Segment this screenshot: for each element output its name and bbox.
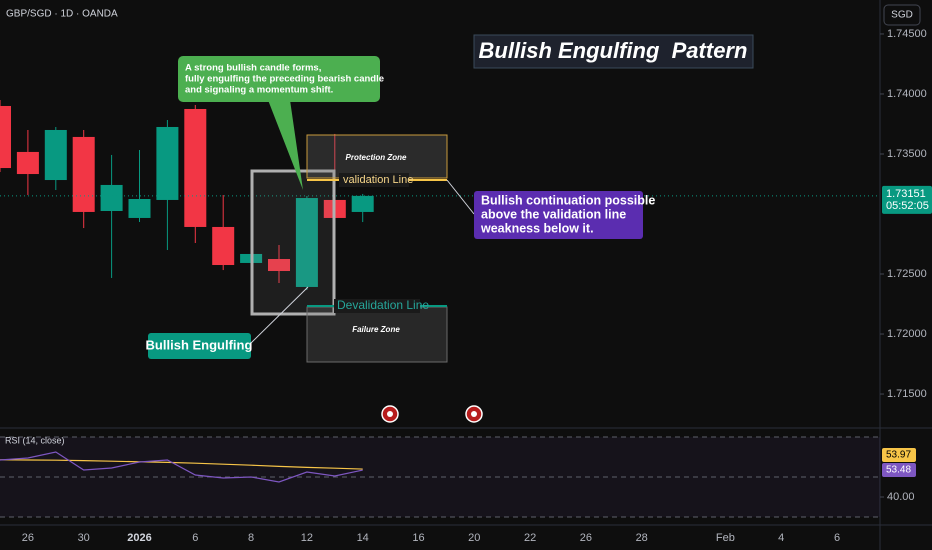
protection-zone-label: Protection Zone <box>346 153 407 162</box>
pattern-label: Bullish Engulfing <box>146 337 253 352</box>
x-tick-label: 4 <box>778 532 784 544</box>
note-connector <box>446 179 475 215</box>
x-tick-label: 14 <box>357 532 369 544</box>
plot: 1.74500 1.74000 1.73500 1.72500 1.72000 1.715… <box>0 28 932 544</box>
event-icon[interactable] <box>465 405 483 423</box>
validation-label-bg <box>339 173 409 187</box>
event-icon[interactable] <box>381 405 399 423</box>
candle-body <box>72 136 95 212</box>
y-tick-label: 1.73500 <box>887 148 927 160</box>
x-tick-label: 8 <box>248 532 254 544</box>
rsi-line <box>0 459 363 470</box>
callout-line: and signaling a momentum shift. <box>185 85 333 96</box>
candle-body <box>268 259 290 272</box>
x-tick-label: 20 <box>468 532 480 544</box>
currency-button[interactable] <box>883 4 921 26</box>
title: Bullish Engulfing Pattern <box>479 38 748 63</box>
x-tick-label: 12 <box>301 532 313 544</box>
rsi-title: RSI (14, close) <box>5 435 65 445</box>
candle-body <box>16 151 39 175</box>
label-connector <box>250 286 309 344</box>
last-price-label: 1.73151 <box>886 188 926 200</box>
note-line: above the validation line <box>481 207 626 221</box>
countdown-label: 05:52:05 <box>886 200 929 212</box>
callout-line: fully engulfing the preceding bearish ca… <box>185 74 384 85</box>
candle-body <box>156 126 179 200</box>
x-tick-label: 6 <box>192 532 198 544</box>
pattern-label-box <box>148 333 251 359</box>
callout-box <box>178 56 380 102</box>
y-tick-label: 1.74000 <box>887 88 927 100</box>
x-tick-label: 2026 <box>127 532 151 544</box>
candle-body <box>0 105 11 169</box>
y-tick-label: 1.74500 <box>887 28 927 40</box>
note-box <box>474 191 643 239</box>
x-tick-label: 22 <box>524 532 536 544</box>
devalidation-label-bg <box>334 299 420 313</box>
y-tick-label: 40.00 <box>887 491 915 503</box>
candle-body <box>351 195 374 212</box>
devalidation-label: Devalidation Line <box>337 298 429 312</box>
callout-line: A strong bullish candle forms, <box>185 63 321 74</box>
symbol: GBP/SGD · 1D · OANDA <box>6 9 118 20</box>
candle-body <box>100 184 123 211</box>
y-tick-label: 1.72500 <box>887 268 927 280</box>
protection-zone <box>306 134 448 179</box>
callout-pointer <box>268 100 303 190</box>
note-line: Bullish continuation possible <box>481 193 655 207</box>
candle-body <box>44 129 67 181</box>
title-box <box>473 34 754 69</box>
x-tick-label: 28 <box>636 532 648 544</box>
x-tick-label: 6 <box>834 532 840 544</box>
x-tick-label: 26 <box>22 532 34 544</box>
pattern-highlight <box>250 169 336 316</box>
value-badge <box>882 448 916 462</box>
value-badge <box>882 463 916 477</box>
candle-body <box>212 226 235 266</box>
x-tick-label: 26 <box>580 532 592 544</box>
rsi-line <box>0 451 363 483</box>
candle-body <box>184 108 207 227</box>
y-tick-label: 1.71500 <box>887 388 927 400</box>
y-tick-label: 1.72000 <box>887 328 927 340</box>
x-tick-label: 30 <box>78 532 90 544</box>
candle-body <box>128 198 151 218</box>
value-badge-label: 53.48 <box>886 465 911 476</box>
failure-zone-label: Failure Zone <box>352 325 400 334</box>
x-tick-label: Feb <box>716 532 735 544</box>
validation-label: validation Line <box>343 174 413 186</box>
failure-zone <box>306 306 448 363</box>
value-badge-label: 53.97 <box>886 450 911 461</box>
x-tick-label: 16 <box>412 532 424 544</box>
note-line: weakness below it. <box>480 221 594 235</box>
candle-body <box>295 198 318 287</box>
last-price-badge <box>882 185 932 214</box>
currency-button-label[interactable]: SGD <box>891 10 913 21</box>
